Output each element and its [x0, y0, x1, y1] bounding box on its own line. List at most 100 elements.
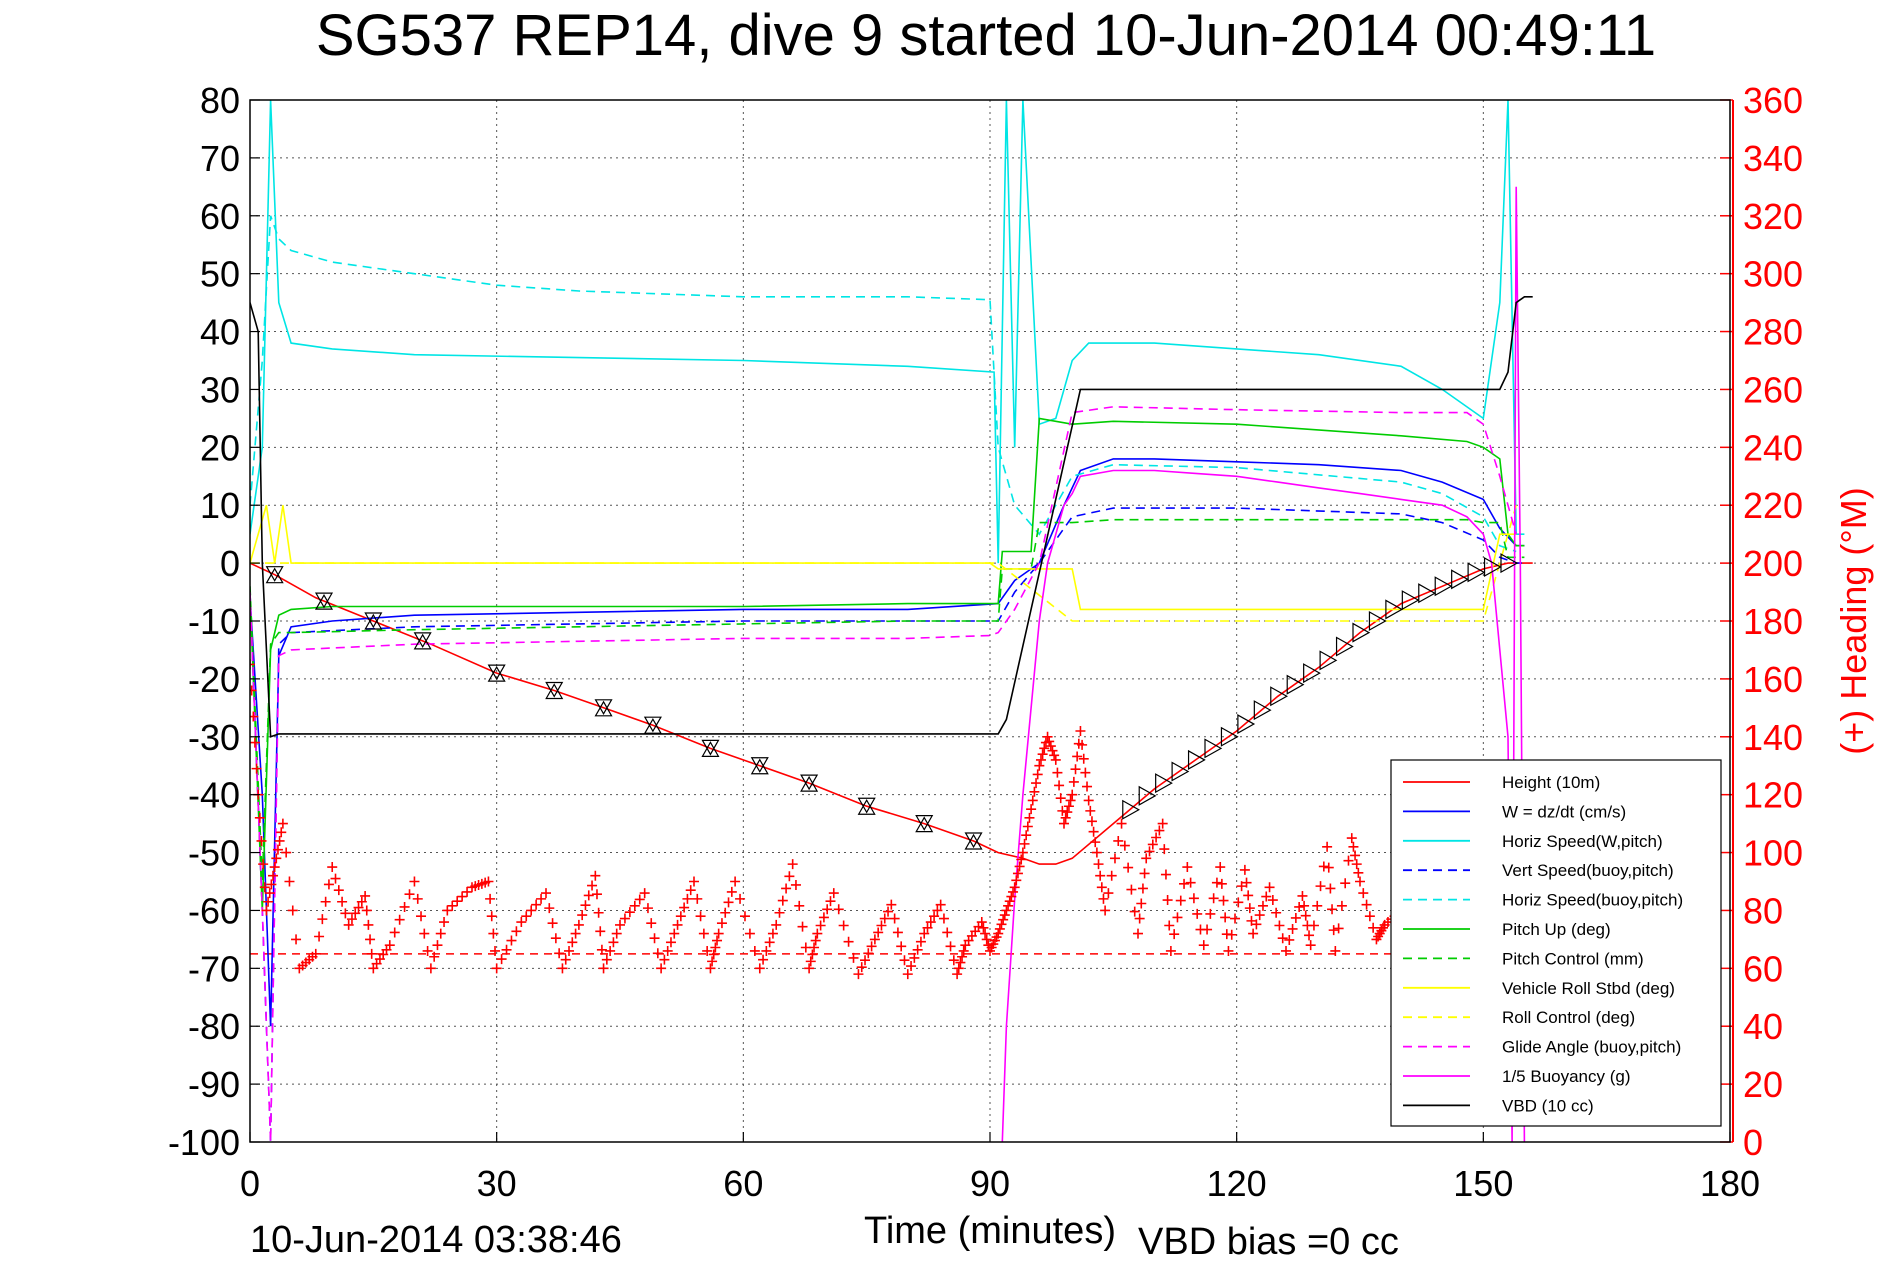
heading-point [1343, 855, 1354, 866]
y-tick-label: -50 [188, 833, 240, 874]
heading-point [1080, 767, 1091, 778]
heading-point [1350, 850, 1361, 861]
heading-point [804, 963, 815, 974]
heading-point [1068, 776, 1079, 787]
legend-label-vehicle-roll-stbd-deg: Vehicle Roll Stbd (deg) [1502, 979, 1675, 998]
legend-label-horiz-speed-buoy-pitch: Horiz Speed(buoy,pitch) [1502, 891, 1683, 910]
heading-point [1096, 882, 1107, 893]
heading-point [726, 886, 737, 897]
y2-tick-label: 20 [1743, 1064, 1783, 1105]
heading-point [948, 955, 959, 966]
height-marker-descent [800, 774, 819, 792]
heading-point [1052, 767, 1063, 778]
height-marker-ascent [1335, 636, 1354, 657]
heading-point [1165, 945, 1176, 956]
heading-point [708, 949, 719, 960]
heading-point [978, 922, 989, 933]
heading-point [876, 920, 887, 931]
y2-tick-label: 360 [1743, 80, 1803, 121]
heading-point [925, 917, 936, 928]
heading-point [698, 928, 709, 939]
heading-point [669, 928, 680, 939]
y-tick-label: -70 [188, 948, 240, 989]
heading-point [818, 912, 829, 923]
y2-tick-label: 300 [1743, 254, 1803, 295]
heading-point [366, 948, 377, 959]
heading-point [822, 904, 833, 915]
y2-tick-label: 120 [1743, 775, 1803, 816]
heading-point [587, 880, 598, 891]
heading-point [1049, 750, 1060, 761]
heading-point [409, 876, 420, 887]
x-tick-label: 180 [1700, 1163, 1760, 1204]
y2-axis-label: (+) Heading (°M) [1833, 487, 1874, 754]
heading-point [1327, 904, 1338, 915]
heading-point [922, 922, 933, 933]
heading-point [550, 933, 561, 944]
heading-point [516, 917, 527, 928]
heading-point [1078, 753, 1089, 764]
heading-point [1241, 877, 1252, 888]
y2-tick-label: 40 [1743, 1006, 1783, 1047]
heading-point [825, 896, 836, 907]
heading-point [781, 883, 792, 894]
heading-point [526, 905, 537, 916]
height-marker-ascent [1418, 583, 1437, 604]
heading-point [1136, 898, 1147, 909]
heading-point [486, 911, 497, 922]
heading-point [1267, 895, 1278, 906]
heading-point [1261, 891, 1272, 902]
y-tick-label: 80 [200, 80, 240, 121]
heading-point [932, 905, 943, 916]
heading-point [1164, 920, 1175, 931]
heading-point [981, 934, 992, 945]
heading-point [356, 896, 367, 907]
heading-point [938, 913, 949, 924]
height-marker-ascent [1352, 622, 1371, 643]
heading-point [892, 927, 903, 938]
heading-point [1004, 896, 1015, 907]
heading-point [720, 907, 731, 918]
heading-point [462, 886, 473, 897]
height-marker-ascent [1483, 556, 1502, 577]
heading-point [496, 954, 507, 965]
footer-vbd-bias: VBD bias =0 cc [1138, 1221, 1399, 1262]
heading-point [554, 948, 565, 959]
heading-point [710, 942, 721, 953]
heading-point [269, 862, 280, 873]
heading-point [1297, 890, 1308, 901]
height-marker-ascent [1122, 799, 1141, 820]
heading-point [274, 835, 285, 846]
heading-point [593, 907, 604, 918]
heading-point [906, 961, 917, 972]
heading-point [264, 888, 275, 899]
heading-point [1355, 876, 1365, 887]
y-tick-label: -90 [188, 1064, 240, 1105]
heading-point [432, 940, 443, 951]
heading-point [287, 905, 298, 916]
heading-point [692, 893, 703, 904]
heading-point [1090, 837, 1101, 848]
y-tick-label: 0 [220, 543, 240, 584]
heading-point [838, 920, 849, 931]
y-tick-label: -100 [168, 1122, 240, 1163]
legend: Height (10m) W = dz/dt (cm/s) Horiz Speed(… [1390, 759, 1722, 1127]
heading-point [1095, 870, 1106, 881]
heading-point [713, 928, 724, 939]
series-layer [250, 100, 1533, 1142]
heading-point [567, 937, 578, 948]
heading-point [1011, 875, 1022, 886]
heading-point [1336, 900, 1347, 911]
heading-point [1290, 912, 1301, 923]
heading-point [337, 896, 348, 907]
heading-point [580, 900, 591, 911]
heading-point [1134, 913, 1145, 924]
heading-point [1351, 859, 1362, 870]
heading-point [665, 937, 676, 948]
height-marker-ascent [1303, 663, 1321, 684]
heading-point [889, 913, 900, 924]
y2-tick-label: 160 [1743, 659, 1803, 700]
heading-point [695, 911, 706, 922]
heading-point [1274, 920, 1285, 931]
heading-point [1001, 905, 1012, 916]
